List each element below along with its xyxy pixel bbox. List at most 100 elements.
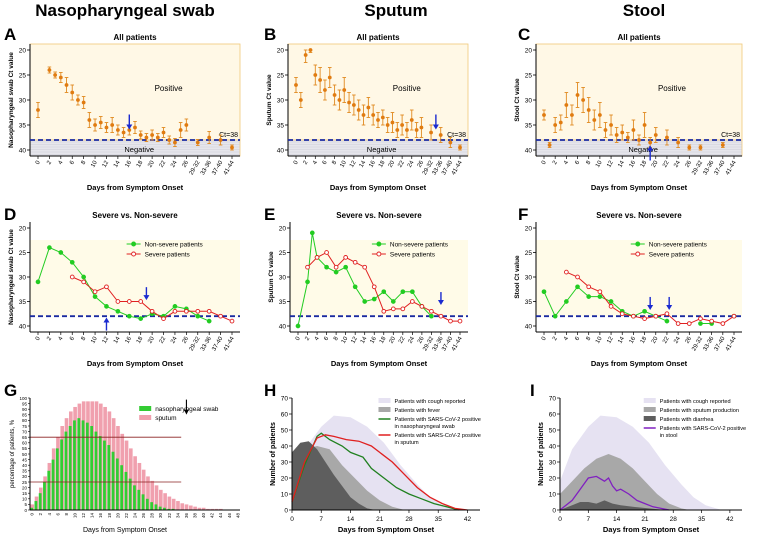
bar-sputum	[154, 485, 159, 510]
panel-letter: H	[264, 381, 276, 400]
data-point	[541, 289, 547, 295]
data-point	[625, 135, 630, 140]
x-tick-label: 18	[378, 159, 387, 168]
data-point	[104, 125, 109, 130]
bar-sputum	[150, 480, 155, 510]
x-tick-label: 10	[90, 159, 99, 168]
legend-entry: sputum	[155, 415, 176, 422]
y-axis-label: Sputum Ct value	[268, 251, 275, 303]
y-tick-label: 10	[549, 492, 557, 499]
series-line	[297, 232, 432, 327]
data-point	[731, 313, 737, 319]
negative-label: Negative	[628, 145, 658, 154]
data-point	[149, 308, 155, 314]
x-tick-label: 22	[662, 159, 671, 168]
x-axis-label: Days from Symptom Onset	[603, 525, 700, 534]
y-tick-label: 0	[552, 508, 556, 515]
x-tick-label: 16	[629, 335, 638, 344]
y-tick-label: 30	[281, 460, 289, 467]
data-point	[167, 138, 172, 142]
bar-swab	[133, 485, 136, 510]
data-point	[429, 130, 433, 135]
data-point	[400, 123, 405, 127]
data-point	[172, 308, 178, 314]
data-point	[138, 316, 144, 321]
arrow-head	[647, 304, 654, 310]
data-point	[575, 93, 580, 97]
x-tick-label: 42	[210, 513, 215, 519]
data-point	[608, 299, 614, 304]
y-tick-label: 25	[19, 73, 27, 80]
legend-entry: Patients with SARS-CoV-2 positive	[394, 417, 480, 423]
x-tick-label: 2	[552, 159, 559, 165]
data-point	[308, 48, 313, 52]
data-point	[195, 308, 201, 314]
y-tick-label: 40	[19, 324, 27, 331]
y-tick-label: 25	[19, 250, 27, 257]
data-point	[327, 75, 332, 80]
line-series	[559, 475, 670, 511]
x-tick-label: 22	[124, 513, 129, 519]
x-tick-label: 6	[574, 159, 581, 165]
y-tick-label: 20	[549, 476, 557, 483]
data-point	[229, 318, 235, 324]
data-point	[362, 264, 368, 270]
x-tick-label: 20	[388, 159, 397, 168]
data-point	[115, 128, 120, 132]
data-point	[609, 123, 613, 127]
x-tick-label: 14	[113, 335, 122, 344]
x-tick-label: 12	[102, 159, 111, 168]
y-tick-label: 30	[277, 98, 285, 105]
legend-entry: nasopharyngeal swab	[155, 406, 219, 413]
data-point	[376, 118, 380, 122]
data-point	[664, 311, 670, 317]
bar-swab	[154, 504, 158, 510]
x-tick-label: 24	[673, 159, 682, 168]
x-tick-label: 0	[541, 159, 548, 165]
bar-swab	[60, 439, 63, 510]
arrow-head	[143, 295, 150, 301]
data-point	[419, 125, 424, 130]
data-point	[195, 313, 201, 319]
y-tick-label: 30	[22, 474, 28, 479]
legend-entry: Non-severe patients	[649, 242, 708, 249]
data-point	[138, 133, 143, 137]
data-point	[429, 313, 434, 319]
y-tick-label: 35	[22, 469, 28, 474]
x-tick-label: 24	[133, 513, 138, 519]
column-title-nasopharyngeal: Nasopharyngeal swab	[35, 1, 215, 20]
data-point	[614, 133, 619, 137]
legend-entry: Patients with SARS-CoV-2 positive	[660, 426, 746, 432]
data-point	[47, 68, 52, 72]
y-tick-label: 60	[22, 441, 28, 446]
y-tick-label: 35	[19, 123, 27, 130]
data-point	[184, 123, 189, 127]
panel-letter: C	[518, 25, 530, 44]
legend-entry: in nasopharyngeal swab	[394, 424, 454, 430]
column-title-stool: Stool	[623, 1, 666, 20]
y-tick-label: 70	[549, 396, 557, 403]
negative-label: Negative	[367, 145, 397, 154]
x-tick-label: 7	[586, 516, 590, 523]
arrow-head	[183, 409, 189, 415]
y-axis-label: Number of patients	[270, 422, 277, 486]
panel-g: G051015202530354045505560657075808590951…	[4, 381, 240, 534]
panel-title: All patients	[617, 33, 661, 42]
data-point	[597, 289, 603, 295]
x-tick-label: 2	[46, 335, 53, 341]
x-axis-label: Days from Symptom Onset	[338, 525, 435, 534]
data-point	[92, 289, 98, 295]
x-tick-label: 42	[464, 516, 472, 523]
y-tick-label: 70	[22, 429, 28, 434]
data-point	[698, 145, 703, 150]
y-tick-label: 30	[19, 98, 27, 105]
legend-swatch	[378, 398, 391, 403]
x-tick-label: 38	[193, 513, 198, 519]
data-point	[218, 313, 223, 319]
bar-swab	[128, 478, 132, 510]
y-tick-label: 40	[279, 324, 287, 331]
data-point	[218, 138, 223, 142]
area-series	[560, 500, 666, 510]
